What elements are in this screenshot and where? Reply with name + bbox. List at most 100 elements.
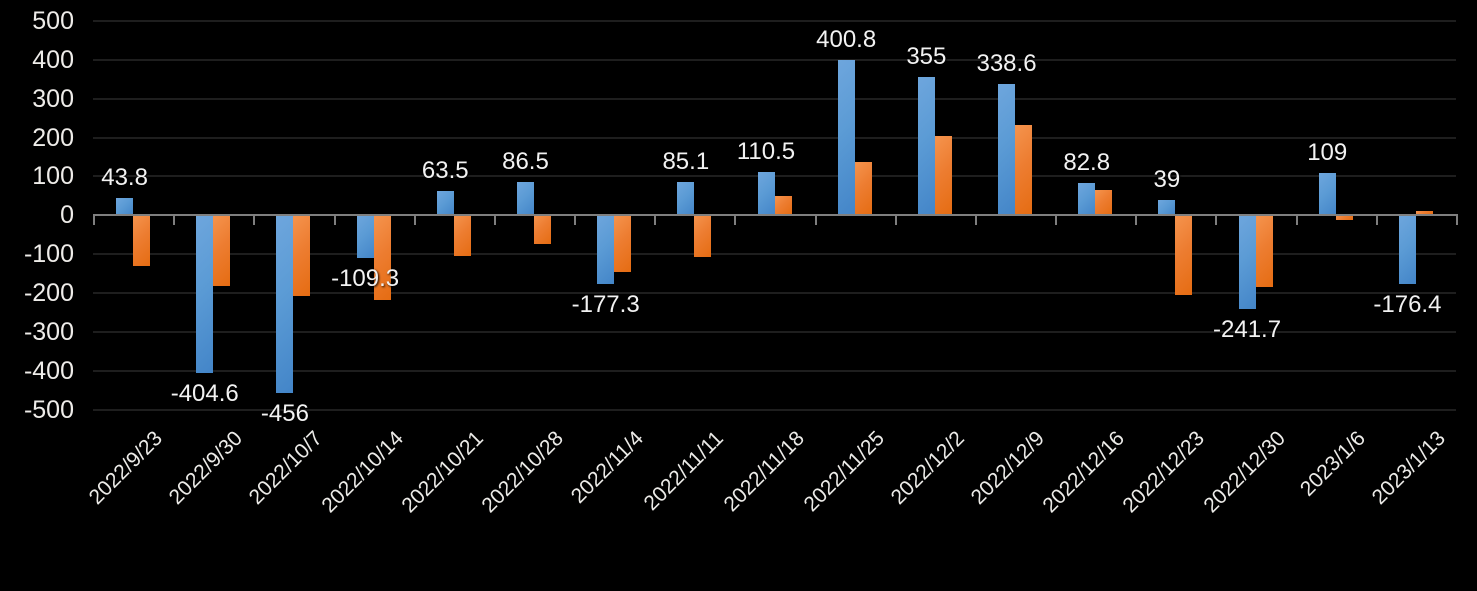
x-axis-category-label-text: 2022/11/4 [566, 426, 649, 508]
x-axis-tick-mark [1135, 216, 1138, 226]
gridline [93, 175, 1456, 178]
x-axis-line [93, 214, 1458, 217]
x-axis-tick-mark [253, 216, 256, 226]
x-axis-category-label-text: 2022/11/11 [639, 426, 729, 516]
x-axis-tick-mark [1295, 216, 1298, 226]
y-axis-tick-label: 300 [32, 84, 74, 113]
x-axis-category-label-text: 2022/12/2 [886, 426, 969, 510]
bar-blue-series [436, 190, 454, 216]
data-label: -109.3 [331, 264, 400, 292]
bar-orange-series [1335, 215, 1353, 220]
data-label: -241.7 [1213, 316, 1282, 344]
bar-orange-series [133, 215, 151, 266]
x-axis-category-label-text: 2022/9/30 [164, 426, 248, 510]
data-label: 110.5 [736, 138, 796, 166]
y-axis-tick-label: -400 [23, 356, 74, 385]
bar-orange-series [614, 215, 632, 273]
bar-blue-series [1318, 172, 1336, 216]
x-axis-tick-mark [93, 216, 95, 226]
bar-blue-series [276, 215, 294, 393]
x-axis-category-label-text: 2022/12/16 [1038, 426, 1130, 518]
x-axis-category-label-text: 2023/1/6 [1295, 426, 1370, 501]
x-axis-category-label-text: 2023/1/13 [1367, 426, 1450, 510]
x-axis-category-label-text: 2022/9/23 [84, 426, 168, 510]
x-axis-tick-mark [654, 216, 657, 226]
bar-blue-series [837, 59, 855, 216]
x-axis-tick-mark [574, 216, 577, 226]
gridline [93, 369, 1456, 372]
data-label: 338.6 [976, 49, 1037, 77]
gridline [93, 253, 1456, 256]
bar-blue-series [677, 182, 695, 216]
bar-orange-series [1015, 125, 1033, 216]
gridline [93, 19, 1456, 22]
gridline [93, 292, 1456, 295]
bar-blue-series [516, 181, 534, 216]
data-label: -404.6 [170, 379, 239, 407]
bar-orange-series [293, 215, 311, 296]
x-axis-tick-mark [333, 216, 336, 226]
x-axis-tick-mark [1375, 216, 1378, 226]
bar-blue-series [917, 77, 935, 216]
bar-blue-series [1078, 183, 1096, 216]
data-label: 86.5 [502, 147, 549, 175]
x-axis-category-label-text: 2022/10/14 [316, 426, 408, 518]
x-axis-tick-mark [1055, 216, 1058, 226]
bar-orange-series [1175, 215, 1193, 296]
x-axis-tick-mark [974, 216, 977, 226]
bar-orange-series [694, 215, 712, 258]
bar-blue-series [196, 215, 214, 373]
x-axis-category-label-text: 2022/12/9 [966, 426, 1049, 510]
bar-orange-series [934, 136, 952, 216]
gridline [93, 136, 1456, 139]
y-axis-tick-label: -100 [23, 240, 74, 269]
data-label: 400.8 [816, 25, 877, 53]
bar-blue-series [1158, 200, 1176, 216]
bar-blue-series [757, 172, 775, 216]
gridline [93, 58, 1456, 61]
bar-blue-series [998, 83, 1016, 216]
bar-orange-series [373, 215, 391, 301]
x-axis-tick-mark [1215, 216, 1218, 226]
bar-orange-series [854, 161, 872, 216]
data-label: 355 [906, 43, 947, 71]
x-axis-tick-mark [173, 216, 176, 226]
bar-blue-series [1398, 215, 1416, 284]
x-axis-category-label-text: 2022/11/18 [718, 426, 809, 517]
x-axis-category-label-text: 2022/12/23 [1118, 426, 1210, 518]
data-label: 63.5 [421, 156, 469, 184]
gridline [93, 408, 1456, 411]
bar-orange-series [774, 195, 792, 216]
y-axis-tick-label: 400 [32, 45, 74, 74]
bar-blue-series [116, 198, 134, 216]
bar-blue-series [597, 215, 615, 285]
y-axis-tick-label: -500 [23, 395, 74, 424]
gridline [93, 97, 1456, 100]
bar-orange-series [1415, 211, 1433, 216]
x-axis-category-label-text: 2022/10/28 [477, 426, 568, 518]
data-label: 85.1 [662, 148, 710, 176]
bar-orange-series [1255, 215, 1273, 287]
data-label: -177.3 [571, 291, 640, 319]
data-label: -456 [260, 399, 309, 427]
bar-orange-series [1095, 190, 1113, 216]
y-axis-tick-label: -300 [23, 317, 74, 346]
x-axis-tick-mark [413, 216, 416, 226]
data-label: 39 [1153, 166, 1181, 194]
y-axis-tick-label: 500 [32, 6, 74, 35]
x-axis-tick-mark [1456, 216, 1458, 226]
bar-orange-series [533, 215, 551, 244]
y-axis-tick-label: 200 [32, 123, 74, 152]
data-label: 82.8 [1063, 149, 1111, 177]
bar-orange-series [213, 215, 231, 287]
x-axis-tick-mark [814, 216, 817, 226]
x-axis-category-label-text: 2022/10/21 [397, 426, 488, 518]
y-axis-tick-label: -200 [23, 279, 74, 308]
x-axis-category-label-text: 2022/10/7 [245, 426, 328, 510]
x-axis-category-label-text: 2022/12/30 [1198, 426, 1290, 518]
x-axis-category-label-text: 2022/11/25 [799, 426, 889, 517]
bar-blue-series [356, 215, 374, 258]
x-axis-tick-mark [493, 216, 496, 226]
gridline [93, 330, 1456, 333]
